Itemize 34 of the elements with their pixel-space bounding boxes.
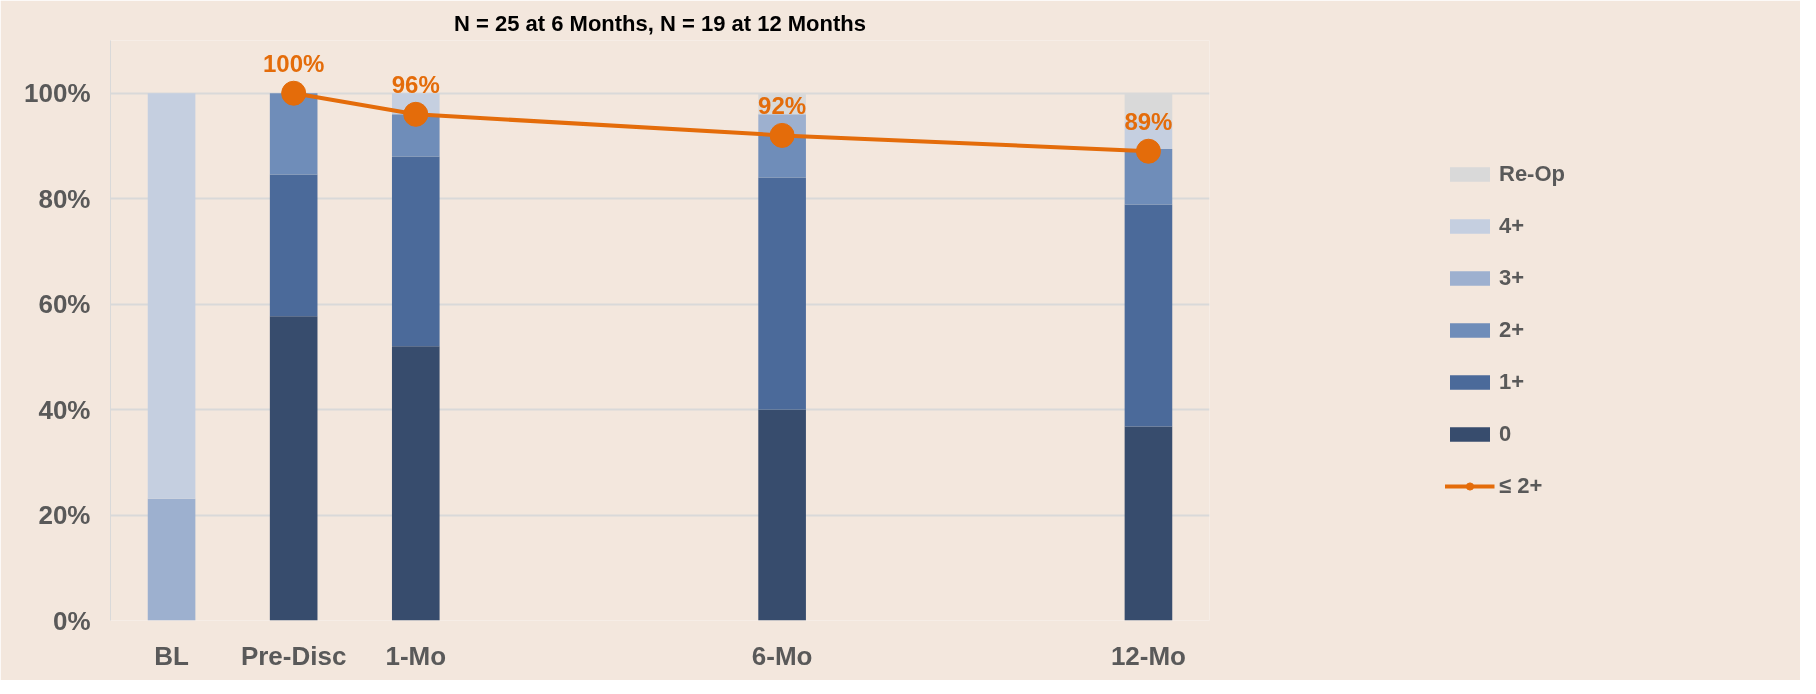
y-tick-label: 0%	[52, 605, 91, 636]
x-tick-label: BL	[154, 640, 189, 671]
y-tick-label: 100%	[24, 78, 91, 109]
y-tick-label: 20%	[38, 500, 91, 531]
bar	[391, 156, 440, 347]
chart-title: N = 25 at 6 Months, N = 19 at 12 Months	[454, 10, 866, 36]
legend-label: Re-Op	[1499, 161, 1565, 187]
data-label: 89%	[1124, 108, 1173, 136]
bar	[391, 346, 440, 621]
x-tick-label: 12-Mo	[1110, 640, 1187, 671]
legend-label: ≤ 2+	[1499, 473, 1543, 499]
data-label: 96%	[391, 71, 440, 99]
bar	[269, 316, 318, 621]
legend-label: 3+	[1499, 265, 1525, 291]
bar	[1124, 426, 1173, 621]
legend-label: 4+	[1499, 213, 1525, 239]
y-tick-label: 80%	[38, 183, 91, 214]
bar	[269, 174, 318, 317]
x-tick-label: Pre-Disc	[240, 640, 347, 671]
legend-label: 1+	[1499, 369, 1525, 395]
x-tick-label: 6-Mo	[751, 640, 813, 671]
y-tick-label: 60%	[38, 289, 91, 320]
legend-label: 0	[1499, 421, 1513, 447]
x-tick-label: 1-Mo	[385, 640, 447, 671]
bar	[269, 93, 318, 175]
y-tick-label: 40%	[38, 394, 91, 425]
data-label: 92%	[758, 92, 807, 120]
legend-label: 2+	[1499, 317, 1525, 343]
bar	[1124, 204, 1173, 427]
bar	[147, 93, 196, 499]
data-label: 100%	[262, 50, 325, 78]
bar	[147, 498, 196, 621]
bar	[758, 177, 806, 410]
bar	[758, 409, 806, 621]
